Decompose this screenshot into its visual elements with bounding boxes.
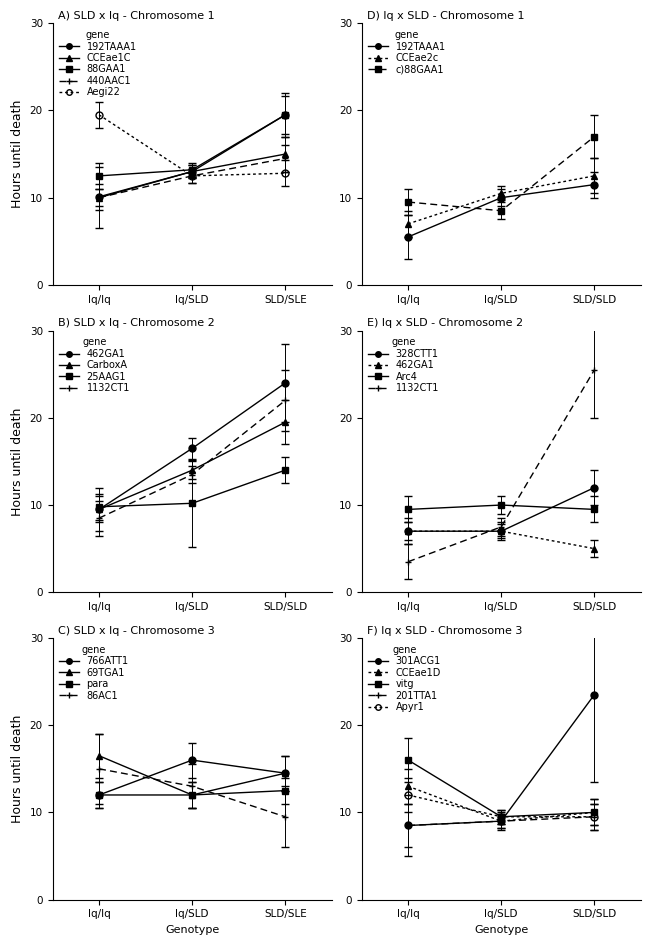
Legend: 462GA1, CarboxA, 25AAG1, 1132CT1: 462GA1, CarboxA, 25AAG1, 1132CT1 [55,334,134,397]
Legend: 192TAAA1, CCEae2c, c)88GAA1: 192TAAA1, CCEae2c, c)88GAA1 [364,26,450,79]
Text: D) lq x SLD - Chromosome 1: D) lq x SLD - Chromosome 1 [367,11,525,21]
Text: F) lq x SLD - Chromosome 3: F) lq x SLD - Chromosome 3 [367,626,522,636]
Text: C) SLD x lq - Chromosome 3: C) SLD x lq - Chromosome 3 [58,626,215,636]
Text: B) SLD x lq - Chromosome 2: B) SLD x lq - Chromosome 2 [58,319,215,328]
Text: E) lq x SLD - Chromosome 2: E) lq x SLD - Chromosome 2 [367,319,524,328]
Legend: 328CTT1, 462GA1, Arc4, 1132CT1: 328CTT1, 462GA1, Arc4, 1132CT1 [364,334,443,397]
Text: A) SLD x lq - Chromosome 1: A) SLD x lq - Chromosome 1 [58,11,215,21]
Y-axis label: Hours until death: Hours until death [11,408,24,516]
Legend: 192TAAA1, CCEae1C, 88GAA1, 440AAC1, Aegi22: 192TAAA1, CCEae1C, 88GAA1, 440AAC1, Aegi… [55,26,141,101]
Y-axis label: Hours until death: Hours until death [11,714,24,823]
X-axis label: Genotype: Genotype [165,925,219,935]
Legend: 301ACG1, CCEae1D, vitg, 201TTA1, Apyr1: 301ACG1, CCEae1D, vitg, 201TTA1, Apyr1 [364,641,445,716]
Y-axis label: Hours until death: Hours until death [11,100,24,208]
Legend: 766ATT1, 69TGA1, para, 86AC1: 766ATT1, 69TGA1, para, 86AC1 [55,641,132,705]
X-axis label: Genotype: Genotype [474,925,528,935]
